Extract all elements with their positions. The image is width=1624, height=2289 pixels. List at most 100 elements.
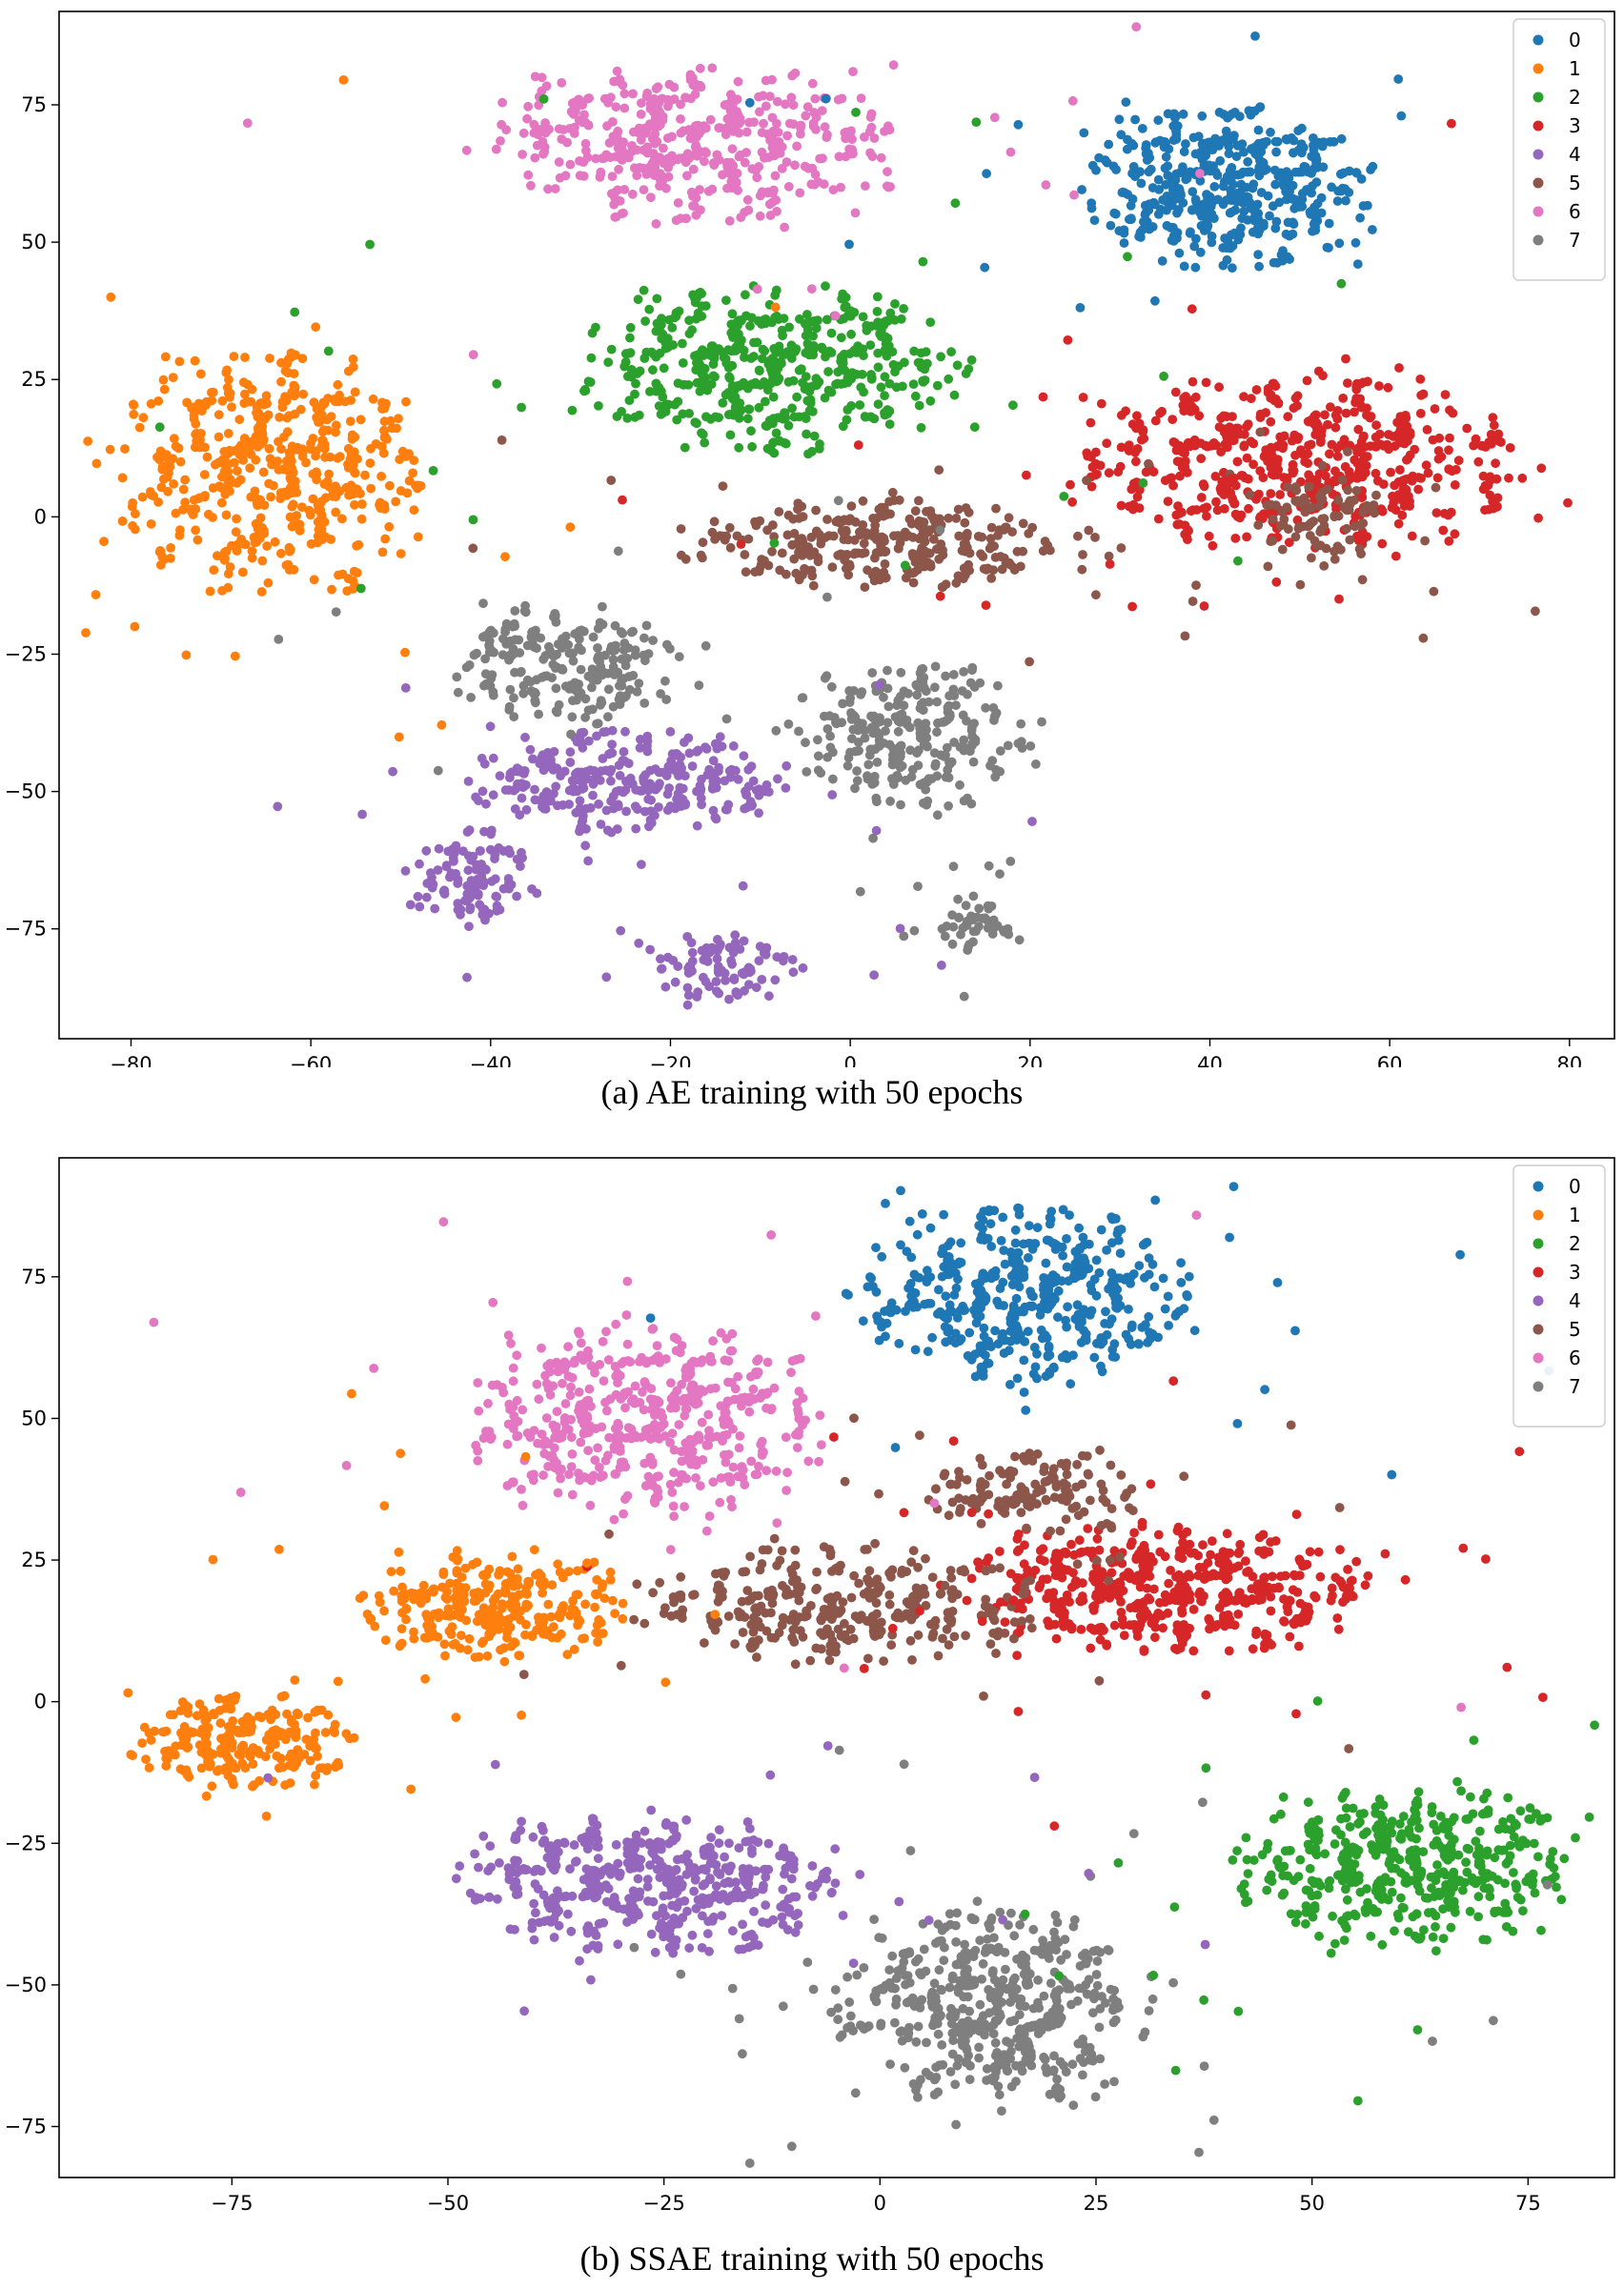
point-class-3 xyxy=(1201,377,1211,388)
point-class-5 xyxy=(760,556,769,566)
point-class-5 xyxy=(800,563,809,574)
point-class-7 xyxy=(574,642,584,653)
point-class-3 xyxy=(1403,454,1412,464)
point-class-0 xyxy=(1032,1373,1042,1384)
point-class-2 xyxy=(694,350,704,360)
point-class-7 xyxy=(899,931,909,942)
point-class-6 xyxy=(682,171,692,181)
point-class-5 xyxy=(991,503,1001,514)
point-class-3 xyxy=(1105,559,1115,569)
point-class-6 xyxy=(795,188,805,198)
point-class-4 xyxy=(641,780,651,790)
point-class-7 xyxy=(621,691,631,701)
point-class-7 xyxy=(518,680,529,691)
point-class-6 xyxy=(661,183,671,193)
point-class-4 xyxy=(616,925,626,936)
point-class-7 xyxy=(919,682,929,693)
point-class-5 xyxy=(839,515,849,525)
point-class-6 xyxy=(497,97,507,108)
point-class-3 xyxy=(1473,456,1484,467)
point-class-2 xyxy=(851,108,861,117)
point-class-3 xyxy=(1491,458,1500,469)
stray-points xyxy=(81,22,1573,1010)
point-class-6 xyxy=(856,93,866,103)
point-class-0 xyxy=(1144,205,1154,215)
point-class-1 xyxy=(298,389,308,399)
point-class-3 xyxy=(1533,513,1543,523)
point-class-4 xyxy=(487,876,497,886)
point-class-4 xyxy=(738,881,748,891)
point-class-5 xyxy=(1084,525,1094,536)
point-class-0 xyxy=(1124,1304,1133,1314)
point-class-3 xyxy=(1397,495,1407,505)
point-class-4 xyxy=(735,944,745,954)
point-class-4 xyxy=(761,780,772,790)
point-class-4 xyxy=(273,801,283,812)
point-class-0 xyxy=(980,262,990,273)
point-class-2 xyxy=(855,400,865,410)
point-class-3 xyxy=(1131,456,1141,467)
point-class-7 xyxy=(596,696,606,705)
point-class-2 xyxy=(678,409,688,419)
point-class-0 xyxy=(906,1252,917,1263)
point-class-5 xyxy=(813,557,823,567)
point-class-6 xyxy=(676,114,685,124)
point-class-0 xyxy=(1161,152,1171,162)
point-class-6 xyxy=(728,160,739,171)
point-class-7 xyxy=(989,716,999,725)
point-class-1 xyxy=(277,402,288,413)
point-class-5 xyxy=(1336,544,1346,555)
point-class-4 xyxy=(453,904,463,915)
point-class-2 xyxy=(820,393,830,403)
point-class-6 xyxy=(780,222,789,233)
point-class-0 xyxy=(956,1238,966,1248)
point-class-0 xyxy=(1163,161,1173,172)
point-class-2 xyxy=(884,406,895,416)
point-class-3 xyxy=(1488,496,1497,507)
point-class-6 xyxy=(675,153,685,163)
point-class-5 xyxy=(805,550,815,560)
point-class-5 xyxy=(811,505,821,516)
point-class-3 xyxy=(1199,601,1209,611)
point-class-7 xyxy=(883,718,893,728)
point-class-3 xyxy=(1225,488,1235,498)
point-class-3 xyxy=(1405,501,1414,511)
y-tick-label: −75 xyxy=(5,918,47,941)
point-class-6 xyxy=(645,99,656,109)
point-class-4 xyxy=(660,982,671,992)
point-class-2 xyxy=(1059,492,1069,501)
point-class-4 xyxy=(740,803,749,814)
point-class-0 xyxy=(1150,137,1161,148)
point-class-4 xyxy=(708,777,719,786)
point-class-1 xyxy=(259,500,270,510)
legend-marker-3 xyxy=(1533,120,1544,132)
point-class-2 xyxy=(750,377,761,388)
point-class-2 xyxy=(635,366,645,376)
point-class-2 xyxy=(747,441,757,452)
point-class-7 xyxy=(588,704,598,715)
point-class-5 xyxy=(1266,499,1276,510)
point-class-5 xyxy=(1343,485,1353,496)
point-class-7 xyxy=(868,777,878,787)
point-class-1 xyxy=(262,541,272,551)
point-class-7 xyxy=(516,667,525,678)
point-class-1 xyxy=(266,492,275,502)
point-class-4 xyxy=(607,739,617,749)
point-class-7 xyxy=(828,774,838,784)
point-class-7 xyxy=(274,635,284,644)
point-class-0 xyxy=(1322,242,1332,253)
point-class-1 xyxy=(238,377,249,388)
point-class-5 xyxy=(1040,537,1050,546)
point-class-4 xyxy=(631,784,641,795)
point-class-4 xyxy=(731,765,741,776)
point-class-6 xyxy=(782,131,792,141)
point-class-5 xyxy=(1371,490,1381,500)
point-class-4 xyxy=(701,951,711,961)
point-class-0 xyxy=(1014,1204,1025,1213)
point-class-1 xyxy=(263,577,274,588)
point-class-7 xyxy=(568,648,579,658)
point-class-5 xyxy=(879,502,889,513)
point-class-7 xyxy=(848,724,859,735)
point-class-3 xyxy=(1311,429,1321,439)
point-class-3 xyxy=(1190,392,1201,402)
